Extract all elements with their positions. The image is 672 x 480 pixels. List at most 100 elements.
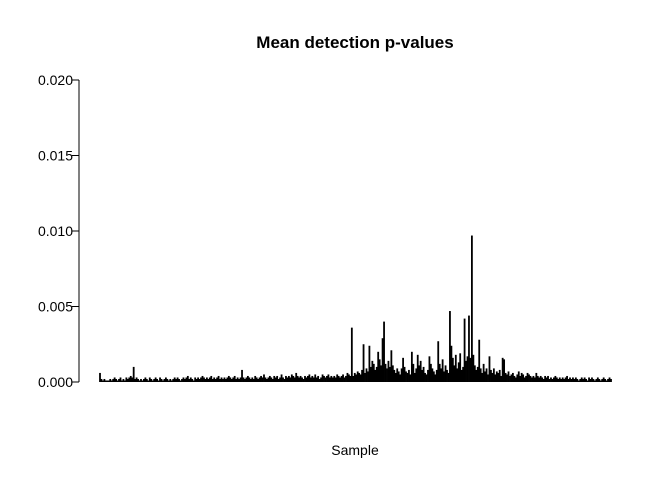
bar xyxy=(365,368,368,382)
bar xyxy=(258,377,261,382)
bar xyxy=(535,372,538,382)
bar xyxy=(255,377,258,382)
bar xyxy=(342,374,344,382)
bar xyxy=(580,377,583,382)
bar xyxy=(488,356,491,382)
bar xyxy=(410,351,413,382)
bar xyxy=(456,368,459,382)
bar xyxy=(409,374,412,382)
bar xyxy=(491,372,494,382)
bar xyxy=(353,372,356,382)
bar xyxy=(123,380,126,382)
bar xyxy=(299,375,302,382)
bar xyxy=(460,369,463,382)
bar xyxy=(229,377,232,382)
bar xyxy=(539,375,542,382)
y-tick-label: 0.005 xyxy=(38,299,73,315)
bar xyxy=(230,378,233,382)
bar xyxy=(545,377,548,382)
bar xyxy=(118,378,120,382)
bar xyxy=(289,377,292,382)
bar xyxy=(137,378,139,382)
bar xyxy=(292,375,295,382)
bar xyxy=(188,378,191,382)
bar xyxy=(343,377,346,382)
bar xyxy=(178,378,180,382)
bar xyxy=(595,378,598,382)
bar xyxy=(419,360,422,382)
bar xyxy=(166,378,169,382)
bar xyxy=(391,365,394,382)
bar xyxy=(207,378,210,382)
bar xyxy=(318,378,321,382)
bar xyxy=(311,375,314,382)
bar xyxy=(421,369,424,382)
bar xyxy=(327,374,330,382)
bar xyxy=(222,378,224,382)
bar xyxy=(383,321,385,382)
bar xyxy=(251,377,254,382)
bar xyxy=(519,375,522,382)
bar xyxy=(189,377,192,382)
bar xyxy=(276,375,279,382)
bar xyxy=(431,368,434,382)
bar xyxy=(369,366,372,382)
bar xyxy=(330,375,333,382)
bar xyxy=(432,371,435,382)
bar xyxy=(282,377,284,382)
bar xyxy=(239,377,242,382)
bar xyxy=(558,377,561,382)
bar xyxy=(328,377,331,382)
bar xyxy=(434,374,437,382)
bar xyxy=(106,380,109,382)
bar xyxy=(352,375,355,382)
bar xyxy=(270,377,273,382)
bar xyxy=(450,345,453,382)
bar xyxy=(349,375,352,382)
bar xyxy=(238,378,240,382)
bar xyxy=(126,378,129,382)
bar xyxy=(320,377,322,382)
bar xyxy=(248,377,251,382)
bar xyxy=(400,368,403,382)
bar xyxy=(592,378,595,382)
bar xyxy=(523,377,526,382)
bar xyxy=(498,369,501,382)
bar xyxy=(115,378,118,382)
y-tick-label: 0.010 xyxy=(38,223,73,239)
bar xyxy=(538,377,541,382)
bar xyxy=(157,380,160,382)
bar xyxy=(457,362,460,382)
bar xyxy=(274,377,277,382)
bar xyxy=(484,371,486,382)
bar xyxy=(154,377,157,382)
bar xyxy=(175,378,178,382)
bar xyxy=(577,380,580,382)
bar xyxy=(179,380,182,382)
bar xyxy=(473,365,476,382)
bar xyxy=(583,377,586,382)
bar xyxy=(471,235,473,382)
bar xyxy=(402,357,404,382)
bar xyxy=(348,374,350,382)
bar xyxy=(296,375,299,382)
bar xyxy=(167,380,170,382)
bar xyxy=(425,374,428,382)
bar xyxy=(208,377,211,382)
bar xyxy=(481,372,484,382)
bar xyxy=(315,377,318,382)
bar xyxy=(235,378,238,382)
bar xyxy=(589,378,592,382)
bar xyxy=(399,374,402,382)
bar xyxy=(225,378,227,382)
bar xyxy=(561,377,564,382)
bar xyxy=(121,380,123,382)
bar xyxy=(112,378,115,382)
bar xyxy=(144,377,147,382)
bar xyxy=(551,378,554,382)
bar xyxy=(204,378,207,382)
bar xyxy=(610,378,612,382)
bar xyxy=(249,378,252,382)
bar xyxy=(361,369,363,382)
